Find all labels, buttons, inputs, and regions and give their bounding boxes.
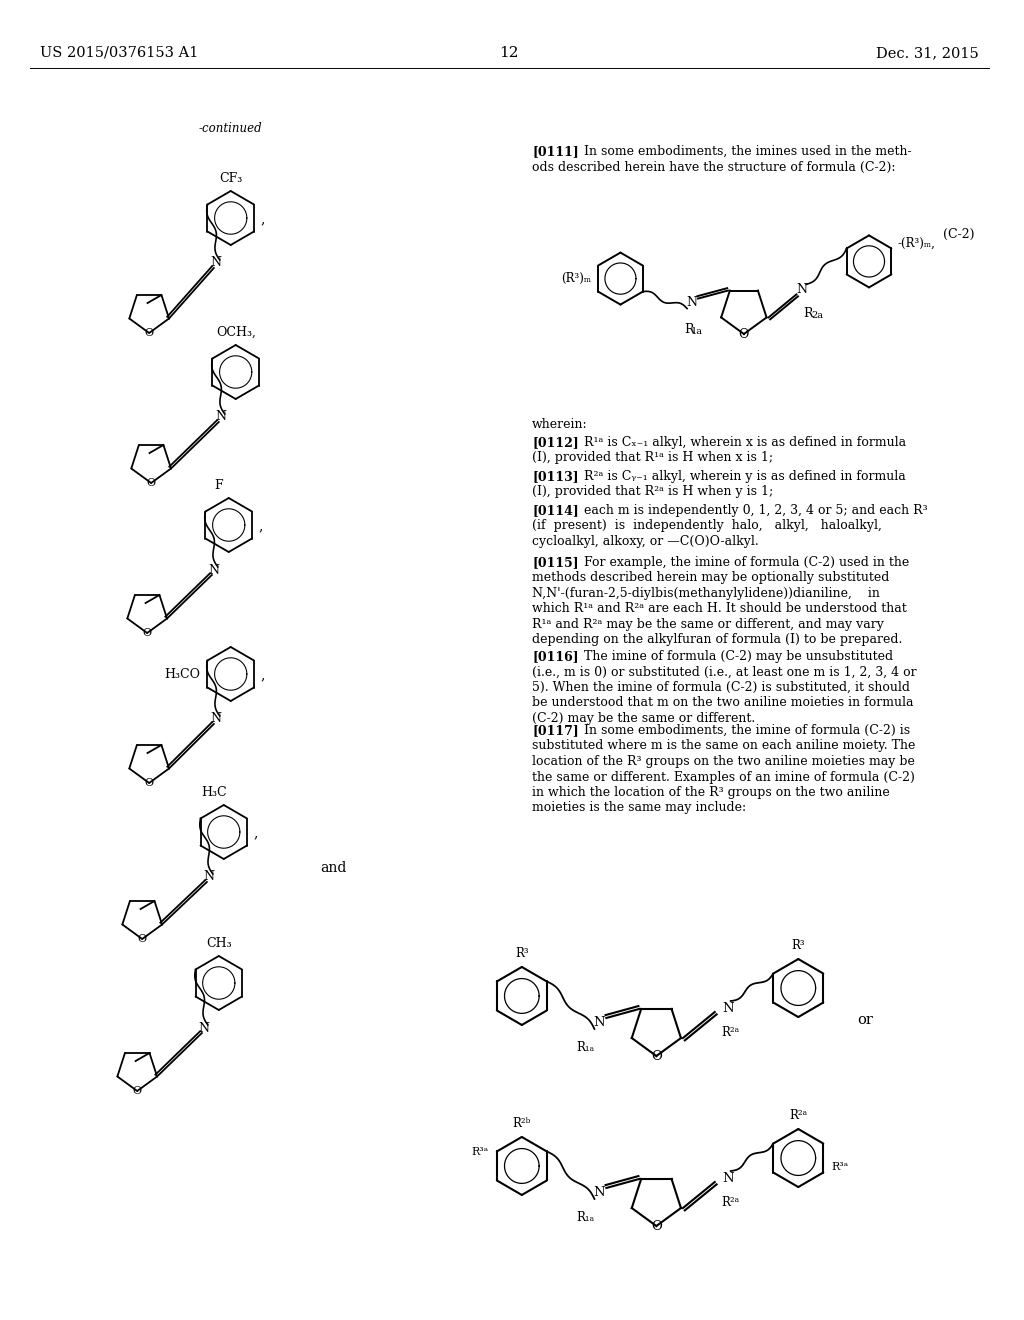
Text: CH₃: CH₃ <box>206 937 231 950</box>
Text: (I), provided that R¹ᵃ is H when x is 1;: (I), provided that R¹ᵃ is H when x is 1; <box>532 451 773 465</box>
Text: ,: , <box>259 519 263 533</box>
Text: R¹ᵃ is Cₓ₋₁ alkyl, wherein x is as defined in formula: R¹ᵃ is Cₓ₋₁ alkyl, wherein x is as defin… <box>584 436 906 449</box>
Text: N: N <box>723 1002 734 1015</box>
Text: N: N <box>594 1016 605 1030</box>
Text: H₃C: H₃C <box>201 785 226 799</box>
Text: (C-2): (C-2) <box>943 228 975 242</box>
Text: R: R <box>684 322 693 335</box>
Text: R³: R³ <box>792 939 805 952</box>
Text: R²ᵃ is Cᵧ₋₁ alkyl, wherein y is as defined in formula: R²ᵃ is Cᵧ₋₁ alkyl, wherein y is as defin… <box>584 470 905 483</box>
Text: 12: 12 <box>500 46 519 59</box>
Text: [0113]: [0113] <box>532 470 579 483</box>
Text: N: N <box>796 282 807 296</box>
Text: N: N <box>210 713 221 726</box>
Text: R²ᵇ: R²ᵇ <box>513 1117 531 1130</box>
Text: moieties is the same may include:: moieties is the same may include: <box>532 801 746 814</box>
Text: (I), provided that R²ᵃ is H when y is 1;: (I), provided that R²ᵃ is H when y is 1; <box>532 486 773 499</box>
Text: N: N <box>199 1022 209 1035</box>
Text: O: O <box>144 777 154 788</box>
Text: O: O <box>144 327 154 338</box>
Text: in which the location of the R³ groups on the two aniline: in which the location of the R³ groups o… <box>532 785 890 799</box>
Text: R₁ₐ: R₁ₐ <box>577 1041 595 1053</box>
Text: ,: , <box>260 213 265 226</box>
Text: N: N <box>210 256 221 269</box>
Text: R²ᵃ: R²ᵃ <box>722 1196 739 1209</box>
Text: H₃CO: H₃CO <box>164 668 200 681</box>
Text: 1a: 1a <box>691 326 703 335</box>
Text: [0112]: [0112] <box>532 436 579 449</box>
Text: R²ᵃ: R²ᵃ <box>790 1109 807 1122</box>
Text: ods described herein have the structure of formula (C-2):: ods described herein have the structure … <box>532 161 896 173</box>
Text: R³: R³ <box>515 946 528 960</box>
Text: R³ᵃ: R³ᵃ <box>472 1147 489 1156</box>
Text: R³ᵃ: R³ᵃ <box>831 1162 848 1172</box>
Text: methods described herein may be optionally substituted: methods described herein may be optional… <box>532 572 890 585</box>
Text: R: R <box>804 308 813 321</box>
Text: The imine of formula (C-2) may be unsubstituted: The imine of formula (C-2) may be unsubs… <box>584 649 893 663</box>
Text: N: N <box>686 296 697 309</box>
Text: R₁ₐ: R₁ₐ <box>577 1210 595 1224</box>
Text: cycloalkyl, alkoxy, or —C(O)O-alkyl.: cycloalkyl, alkoxy, or —C(O)O-alkyl. <box>532 535 759 548</box>
Text: [0111]: [0111] <box>532 145 579 158</box>
Text: -continued: -continued <box>199 121 262 135</box>
Text: -(R³)ₘ,: -(R³)ₘ, <box>898 236 936 249</box>
Text: [0117]: [0117] <box>532 723 579 737</box>
Text: wherein:: wherein: <box>532 418 588 432</box>
Text: 5). When the imine of formula (C-2) is substituted, it should: 5). When the imine of formula (C-2) is s… <box>532 681 910 694</box>
Text: [0114]: [0114] <box>532 504 579 517</box>
Text: N: N <box>215 411 226 424</box>
Text: O: O <box>142 628 152 638</box>
Text: (R³)ₘ: (R³)ₘ <box>561 272 592 285</box>
Text: N: N <box>594 1187 605 1200</box>
Text: OCH₃,: OCH₃, <box>216 326 256 339</box>
Text: which R¹ᵃ and R²ᵃ are each H. It should be understood that: which R¹ᵃ and R²ᵃ are each H. It should … <box>532 602 907 615</box>
Text: or: or <box>857 1012 873 1027</box>
Text: location of the R³ groups on the two aniline moieties may be: location of the R³ groups on the two ani… <box>532 755 914 768</box>
Text: depending on the alkylfuran of formula (I) to be prepared.: depending on the alkylfuran of formula (… <box>532 634 902 647</box>
Text: be understood that m on the two aniline moieties in formula: be understood that m on the two aniline … <box>532 697 913 710</box>
Text: the same or different. Examples of an imine of formula (C-2): the same or different. Examples of an im… <box>532 771 914 784</box>
Text: F: F <box>214 479 223 492</box>
Text: N,N'-(furan-2,5-diylbis(methanylylidene))dianiline,    in: N,N'-(furan-2,5-diylbis(methanylylidene)… <box>532 587 880 601</box>
Text: CF₃: CF₃ <box>219 172 243 185</box>
Text: (C-2) may be the same or different.: (C-2) may be the same or different. <box>532 711 756 725</box>
Text: substituted where m is the same on each aniline moiety. The: substituted where m is the same on each … <box>532 739 915 752</box>
Text: O: O <box>137 935 146 944</box>
Text: R²ᵃ: R²ᵃ <box>722 1026 739 1039</box>
Text: O: O <box>146 478 156 488</box>
Text: In some embodiments, the imines used in the meth-: In some embodiments, the imines used in … <box>584 145 911 158</box>
Text: N: N <box>723 1172 734 1184</box>
Text: 2a: 2a <box>811 312 823 321</box>
Text: N: N <box>204 870 214 883</box>
Text: In some embodiments, the imine of formula (C-2) is: In some embodiments, the imine of formul… <box>584 723 910 737</box>
Text: O: O <box>738 327 750 341</box>
Text: O: O <box>133 1086 141 1096</box>
Text: Dec. 31, 2015: Dec. 31, 2015 <box>876 46 979 59</box>
Text: ,: , <box>260 668 265 682</box>
Text: (if  present)  is  independently  halo,   alkyl,   haloalkyl,: (if present) is independently halo, alky… <box>532 520 882 532</box>
Text: O: O <box>651 1049 662 1063</box>
Text: [0115]: [0115] <box>532 556 579 569</box>
Text: N: N <box>208 564 219 577</box>
Text: and: and <box>319 861 346 875</box>
Text: US 2015/0376153 A1: US 2015/0376153 A1 <box>40 46 199 59</box>
Text: each m is independently 0, 1, 2, 3, 4 or 5; and each R³: each m is independently 0, 1, 2, 3, 4 or… <box>584 504 928 517</box>
Text: O: O <box>651 1220 662 1233</box>
Text: (i.e., m is 0) or substituted (i.e., at least one m is 1, 2, 3, 4 or: (i.e., m is 0) or substituted (i.e., at … <box>532 665 916 678</box>
Text: [0116]: [0116] <box>532 649 579 663</box>
Text: For example, the imine of formula (C-2) used in the: For example, the imine of formula (C-2) … <box>584 556 909 569</box>
Text: R¹ᵃ and R²ᵃ may be the same or different, and may vary: R¹ᵃ and R²ᵃ may be the same or different… <box>532 618 884 631</box>
Text: ,: , <box>254 826 258 840</box>
